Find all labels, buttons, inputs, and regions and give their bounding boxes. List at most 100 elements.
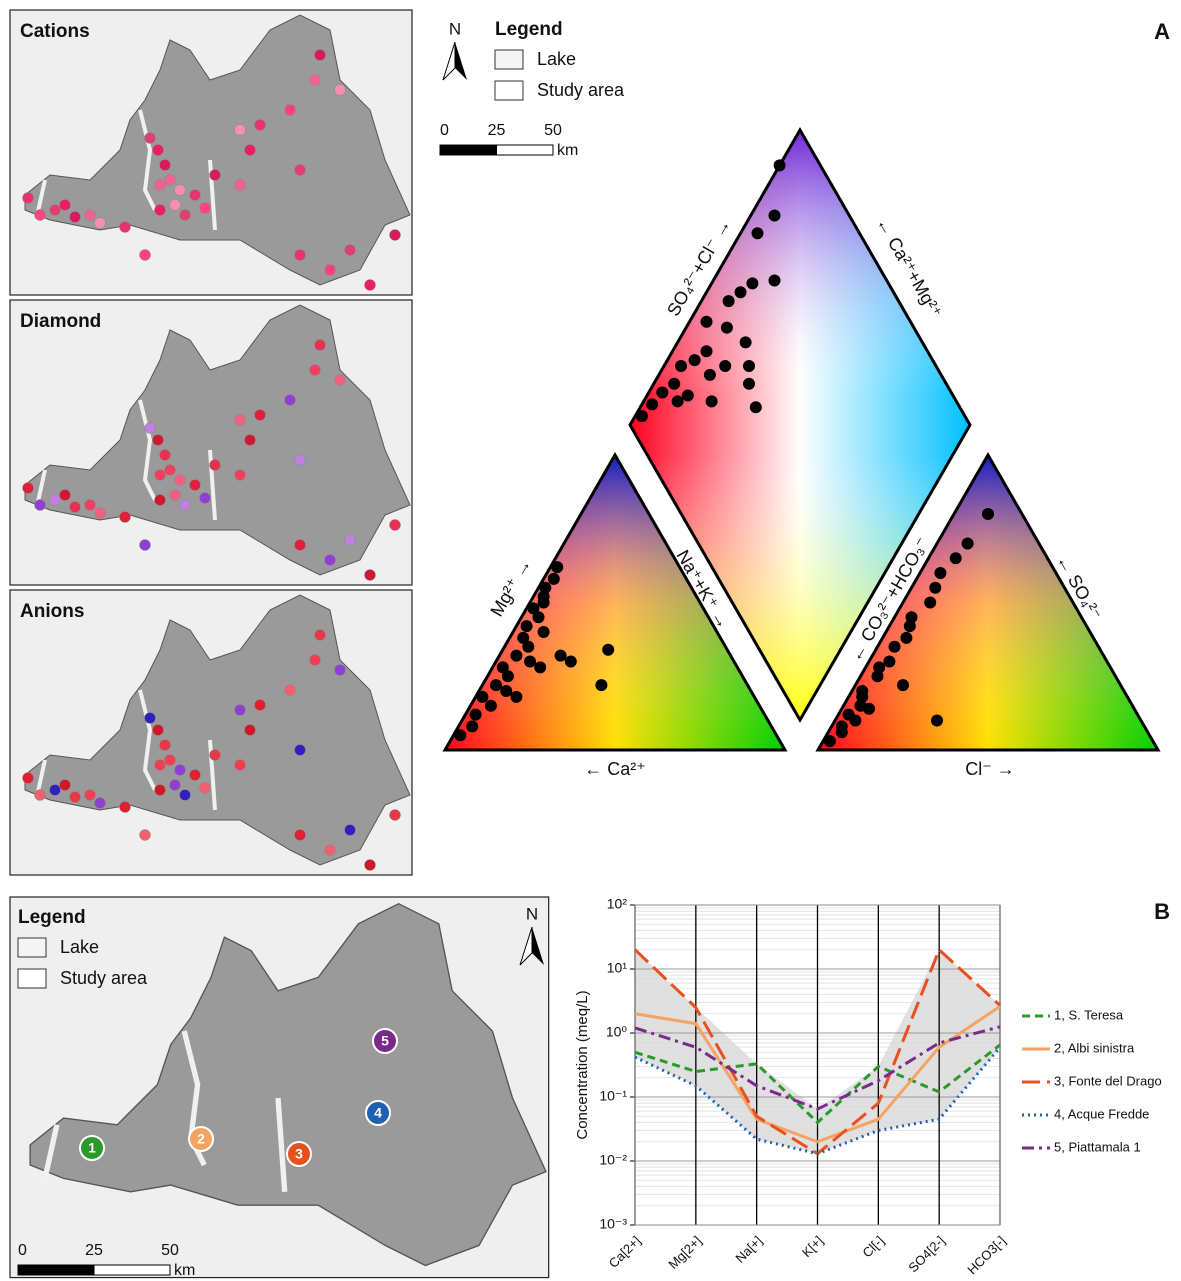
sample-dot [210, 750, 221, 761]
sample-dot [335, 665, 346, 676]
sample-dot [170, 200, 181, 211]
legend-swatch [18, 969, 46, 988]
sample-point [485, 700, 497, 712]
sample-dot [120, 802, 131, 813]
sample-dot [255, 410, 266, 421]
sample-dot [325, 845, 336, 856]
sample-point [706, 395, 718, 407]
sample-dot [315, 50, 326, 61]
sample-point [470, 709, 482, 721]
sample-dot [170, 780, 181, 791]
sample-dot [325, 265, 336, 276]
sample-point [534, 661, 546, 673]
sample-point [466, 720, 478, 732]
sample-dot [315, 630, 326, 641]
sample-dot [153, 725, 164, 736]
sample-point [769, 274, 781, 286]
sample-point [721, 322, 733, 334]
sample-dot [85, 210, 96, 221]
sample-dot [235, 125, 246, 136]
y-tick-label: 10¹ [607, 960, 628, 976]
sample-dot [160, 450, 171, 461]
sample-point [500, 685, 512, 697]
sample-point [510, 650, 522, 662]
scale-label: 25 [488, 122, 506, 139]
sample-dot [210, 460, 221, 471]
axis-label: Cl⁻ → [965, 759, 1015, 779]
scale-bar [94, 1265, 170, 1275]
page: CationsDiamondAnionsLegendLakeStudy area… [0, 0, 1181, 1281]
sample-point [646, 398, 658, 410]
sample-dot [140, 540, 151, 551]
sample-dot [85, 500, 96, 511]
sample-point [889, 641, 901, 653]
scale-label: 50 [161, 1242, 179, 1259]
sample-point [668, 378, 680, 390]
sample-point [548, 573, 560, 585]
sample-dot [165, 755, 176, 766]
sample-dot [120, 512, 131, 523]
sample-dot [175, 185, 186, 196]
sample-point [929, 582, 941, 594]
axis-label: ← Ca²⁺ [584, 759, 646, 779]
sample-dot [315, 340, 326, 351]
sample-dot [153, 145, 164, 156]
site-label: 1 [88, 1140, 96, 1156]
sample-dot [180, 790, 191, 801]
sample-dot [295, 250, 306, 261]
legend-label: 2, Albi sinistra [1054, 1040, 1135, 1055]
sample-dot [390, 810, 401, 821]
sample-dot [95, 218, 106, 229]
sample-dot [153, 435, 164, 446]
sample-dot [120, 222, 131, 233]
sample-dot [310, 365, 321, 376]
panel-label: B [1154, 899, 1170, 924]
legend-swatch [495, 50, 523, 69]
map-title: Diamond [20, 311, 101, 332]
sample-dot [60, 780, 71, 791]
sample-point [510, 691, 522, 703]
y-tick-label: 10⁻² [599, 1152, 627, 1168]
sample-point [521, 620, 533, 632]
sample-point [539, 582, 551, 594]
sample-dot [235, 470, 246, 481]
sample-dot [200, 783, 211, 794]
sample-point [843, 709, 855, 721]
sample-point [675, 360, 687, 372]
figure: CationsDiamondAnionsLegendLakeStudy area… [0, 0, 1181, 1281]
sample-dot [235, 760, 246, 771]
sample-dot [50, 785, 61, 796]
sample-dot [295, 745, 306, 756]
sample-dot [95, 798, 106, 809]
sample-dot [35, 500, 46, 511]
x-tick-label: SO4[2-] [905, 1233, 947, 1275]
sample-dot [190, 770, 201, 781]
scale-label: 0 [18, 1242, 27, 1259]
north-label: N [526, 904, 538, 923]
x-tick-label: HCO3[-] [964, 1233, 1008, 1277]
sample-dot [285, 395, 296, 406]
scale-unit: km [174, 1262, 195, 1279]
x-tick-label: Ca[2+] [606, 1233, 644, 1271]
sample-dot [145, 133, 156, 144]
sample-dot [60, 490, 71, 501]
sample-dot [190, 480, 201, 491]
sample-point [517, 632, 529, 644]
map-title: Anions [20, 601, 84, 622]
sample-point [836, 720, 848, 732]
sample-point [595, 679, 607, 691]
sample-point [602, 644, 614, 656]
sample-point [701, 345, 713, 357]
sample-dot [155, 180, 166, 191]
map [10, 300, 412, 585]
sample-dot [23, 483, 34, 494]
sample-point [863, 703, 875, 715]
legend-label: Study area [537, 80, 625, 100]
sample-dot [390, 520, 401, 531]
sample-dot [285, 105, 296, 116]
y-axis-label: Concentration (meq/L) [574, 990, 591, 1139]
sample-dot [180, 500, 191, 511]
sample-dot [70, 792, 81, 803]
sample-point [931, 715, 943, 727]
sample-dot [35, 790, 46, 801]
